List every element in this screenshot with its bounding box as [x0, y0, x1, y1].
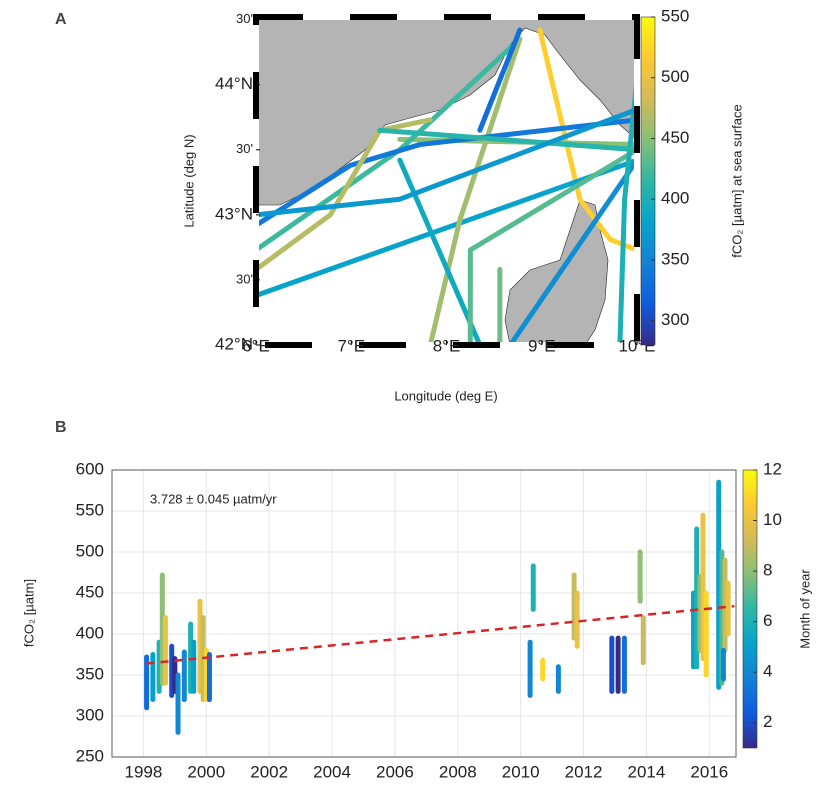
data-strip: [540, 657, 546, 682]
y-tick-label: 450: [76, 582, 104, 601]
data-strip: [191, 639, 197, 694]
y-tick-label: 250: [76, 746, 104, 765]
annotation: 3.728 ± 0.045 µatm/yr: [150, 491, 277, 506]
ship-track: [477, 27, 523, 133]
y-tick-label: 550: [76, 500, 104, 519]
ship-track: [377, 127, 637, 153]
y-tick-label: 42°N: [215, 334, 253, 353]
colorbar-tick-label: 400: [661, 189, 689, 208]
map-frame: [253, 14, 640, 348]
x-tick-label: 2014: [627, 762, 665, 781]
y-tick-label: 30': [236, 141, 253, 156]
colorbar-tick-label: 10: [763, 510, 782, 529]
data-strip: [530, 563, 536, 612]
data-strip: [574, 590, 580, 649]
trend-line: [146, 604, 735, 665]
ship-track: [256, 117, 433, 273]
x-axis-label: Longitude (deg E): [394, 388, 497, 403]
x-tick-label: 1998: [125, 762, 163, 781]
x-tick-label: 2002: [250, 762, 288, 781]
data-strip: [181, 649, 187, 703]
y-axis-label: Latitude (deg N): [181, 134, 196, 227]
ship-track: [256, 117, 637, 228]
colorbar-tick-label: 500: [661, 67, 689, 86]
ship-track: [256, 157, 637, 299]
ship-track: [467, 147, 637, 345]
tracks: [256, 27, 637, 345]
data-strip: [703, 590, 709, 678]
colorbar-tick-label: 2: [763, 712, 772, 731]
ship-track: [397, 157, 483, 345]
data-strip: [637, 549, 643, 604]
data-strip: [640, 615, 646, 666]
y-tick-label: 30': [236, 271, 253, 286]
y-tick-label: 350: [76, 664, 104, 683]
panel-b: 250 300 350 400 450 500 550 600 1998 2000 2002 2004…: [21, 419, 812, 781]
ship-track: [617, 76, 637, 345]
data-strip: [150, 652, 156, 703]
x-tick-label: 8°E: [433, 336, 461, 355]
ship-track: [427, 36, 523, 345]
y-tick-label: 44°N: [215, 74, 253, 93]
x-tick-label: 2012: [565, 762, 603, 781]
ship-track: [507, 157, 637, 345]
x-tick-label: 2010: [502, 762, 540, 781]
data-strip: [621, 635, 627, 694]
colorbar-tick-label: 4: [763, 662, 772, 681]
colorbar-tick-label: 350: [661, 249, 689, 268]
colorbar: [742, 469, 758, 749]
data-strip: [720, 647, 726, 682]
x-tick-label: 7°E: [337, 336, 365, 355]
colorbar-tick-label: 6: [763, 611, 772, 630]
colorbar-tick-label: 8: [763, 561, 772, 580]
data-strip: [555, 664, 561, 694]
colorbar-tick-label: 12: [763, 459, 782, 478]
x-tick-label: 2016: [690, 762, 728, 781]
data-strip: [725, 580, 731, 637]
data-strip: [175, 672, 181, 735]
y-tick-label: 43°N: [215, 204, 253, 223]
colorbar-tick-label: 450: [661, 128, 689, 147]
y-tick-label: 30': [236, 11, 253, 26]
y-tick-label: 500: [76, 541, 104, 560]
x-tick-label: 2004: [313, 762, 351, 781]
plot-frame: [111, 469, 737, 758]
panel-label: A: [55, 11, 67, 28]
colorbar: [640, 16, 656, 346]
colorbar-tick-label: 300: [661, 310, 689, 329]
x-tick-label: 2008: [439, 762, 477, 781]
data-strip: [527, 639, 533, 698]
data-strip: [144, 654, 150, 711]
plot-area: [112, 470, 736, 757]
y-tick-label: 400: [76, 623, 104, 642]
y-tick-label: 600: [76, 459, 104, 478]
data-strip: [615, 635, 621, 694]
panel-a: 6°E 7°E 8°E 9°E 10°E42°N30'43°N30'44°N30'Lon…: [55, 6, 744, 403]
data-strip: [162, 615, 168, 686]
x-tick-label: 9°E: [528, 336, 556, 355]
colorbar-label: fCO₂ [µatm] at sea surface: [729, 104, 744, 257]
y-tick-label: 300: [76, 705, 104, 724]
panel-label: B: [55, 419, 67, 436]
data-strip: [609, 635, 615, 694]
x-tick-label: 6°E: [242, 336, 270, 355]
y-axis-label: fCO₂ [µatm]: [21, 579, 36, 647]
x-tick-label: 2000: [187, 762, 225, 781]
data-strip: [206, 652, 212, 703]
colorbar-label: Month of year: [797, 569, 812, 649]
ship-track: [256, 106, 637, 218]
x-tick-label: 2006: [376, 762, 414, 781]
colorbar-tick-label: 550: [661, 6, 689, 25]
